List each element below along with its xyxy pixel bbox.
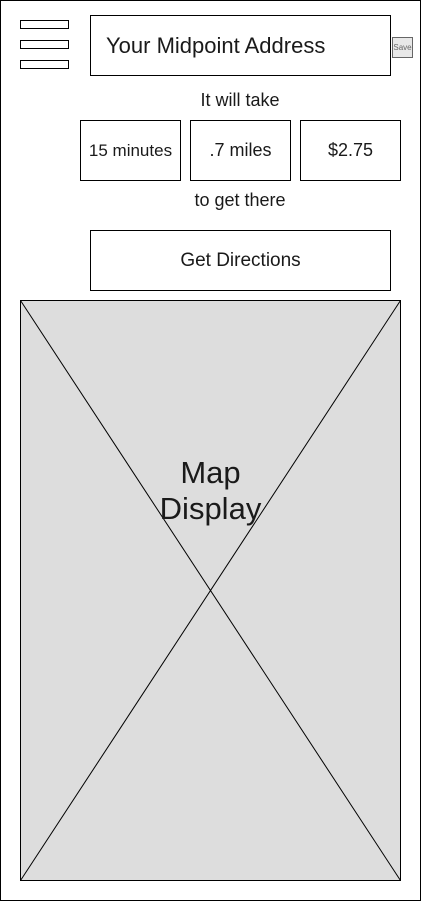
midpoint-address-field[interactable]: Your Midpoint Address	[90, 15, 391, 76]
menu-bar-top	[20, 20, 69, 29]
menu-bar-bottom	[20, 60, 69, 69]
map-label-line-2: Display	[159, 491, 262, 526]
travel-distance-box: .7 miles	[190, 120, 291, 181]
travel-distance-value: .7 miles	[209, 140, 272, 160]
travel-cost-value: $2.75	[327, 140, 374, 160]
map-display[interactable]	[20, 300, 401, 881]
get-directions-label: Get Directions	[180, 249, 301, 271]
travel-cost-box: $2.75	[300, 120, 401, 181]
menu-bar-middle	[20, 40, 69, 49]
trip-outro-text: to get there	[194, 190, 286, 210]
trip-intro-text: It will take	[200, 90, 280, 110]
get-directions-button[interactable]: Get Directions	[90, 230, 391, 291]
save-button[interactable]: Save	[392, 37, 413, 58]
map-label-line-1: Map	[180, 455, 241, 490]
map-display-label: Map Display	[20, 455, 401, 527]
travel-time-box: 15 minutes	[80, 120, 181, 181]
map-placeholder-diagonal-2	[20, 300, 401, 881]
midpoint-address-text: Your Midpoint Address	[106, 32, 326, 58]
travel-time-value: 15 minutes	[88, 140, 173, 160]
